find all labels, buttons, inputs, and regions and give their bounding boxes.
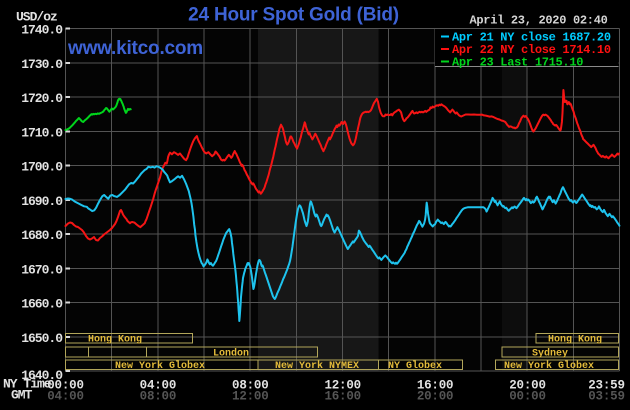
svg-text:1650.0: 1650.0	[21, 331, 63, 346]
svg-text:London: London	[213, 347, 249, 359]
svg-text:00:00: 00:00	[47, 379, 84, 393]
svg-text:08:00: 08:00	[232, 379, 269, 393]
svg-text:1690.0: 1690.0	[21, 194, 63, 209]
svg-text:GMT: GMT	[11, 388, 33, 403]
svg-text:NY Globex: NY Globex	[388, 360, 442, 372]
svg-text:03:59: 03:59	[588, 390, 625, 404]
svg-text:04:00: 04:00	[47, 390, 84, 404]
svg-text:www.kitco.com: www.kitco.com	[67, 38, 203, 59]
svg-text:20:00: 20:00	[509, 379, 546, 393]
svg-text:USD/oz: USD/oz	[16, 10, 57, 25]
svg-text:04:00: 04:00	[140, 379, 177, 393]
svg-text:1700.0: 1700.0	[21, 160, 63, 175]
svg-text:Apr 22 NY close 1714.10: Apr 22 NY close 1714.10	[452, 43, 611, 57]
svg-text:1680.0: 1680.0	[21, 228, 63, 243]
svg-text:April 23, 2020 02:40: April 23, 2020 02:40	[469, 14, 607, 28]
svg-text:1730.0: 1730.0	[21, 57, 63, 72]
svg-text:New York Globex: New York Globex	[115, 360, 205, 372]
svg-text:New York Globex: New York Globex	[504, 360, 594, 372]
svg-text:12:00: 12:00	[232, 390, 269, 404]
svg-text:Sydney: Sydney	[532, 347, 568, 359]
svg-text:24 Hour Spot Gold (Bid): 24 Hour Spot Gold (Bid)	[188, 5, 399, 26]
svg-text:1740.0: 1740.0	[21, 23, 63, 38]
svg-text:16:00: 16:00	[417, 379, 454, 393]
svg-text:16:00: 16:00	[324, 390, 361, 404]
svg-text:20:00: 20:00	[417, 390, 454, 404]
svg-text:New York NYMEX: New York NYMEX	[275, 360, 359, 372]
svg-text:1720.0: 1720.0	[21, 91, 63, 106]
svg-text:08:00: 08:00	[140, 390, 177, 404]
svg-text:Hong Kong: Hong Kong	[548, 335, 602, 346]
svg-text:1710.0: 1710.0	[21, 125, 63, 140]
svg-text:00:00: 00:00	[509, 390, 546, 404]
svg-text:Hong Kong: Hong Kong	[88, 335, 142, 346]
svg-text:1640.0: 1640.0	[21, 368, 63, 383]
svg-text:Apr 23 Last 1715.10: Apr 23 Last 1715.10	[452, 56, 583, 70]
svg-text:NY Time: NY Time	[3, 377, 52, 392]
svg-text:12:00: 12:00	[324, 379, 361, 393]
svg-text:1660.0: 1660.0	[21, 297, 63, 312]
svg-text:1670.0: 1670.0	[21, 262, 63, 277]
svg-text:23:59: 23:59	[588, 379, 625, 393]
svg-text:Apr 21 NY close 1687.20: Apr 21 NY close 1687.20	[452, 31, 611, 45]
